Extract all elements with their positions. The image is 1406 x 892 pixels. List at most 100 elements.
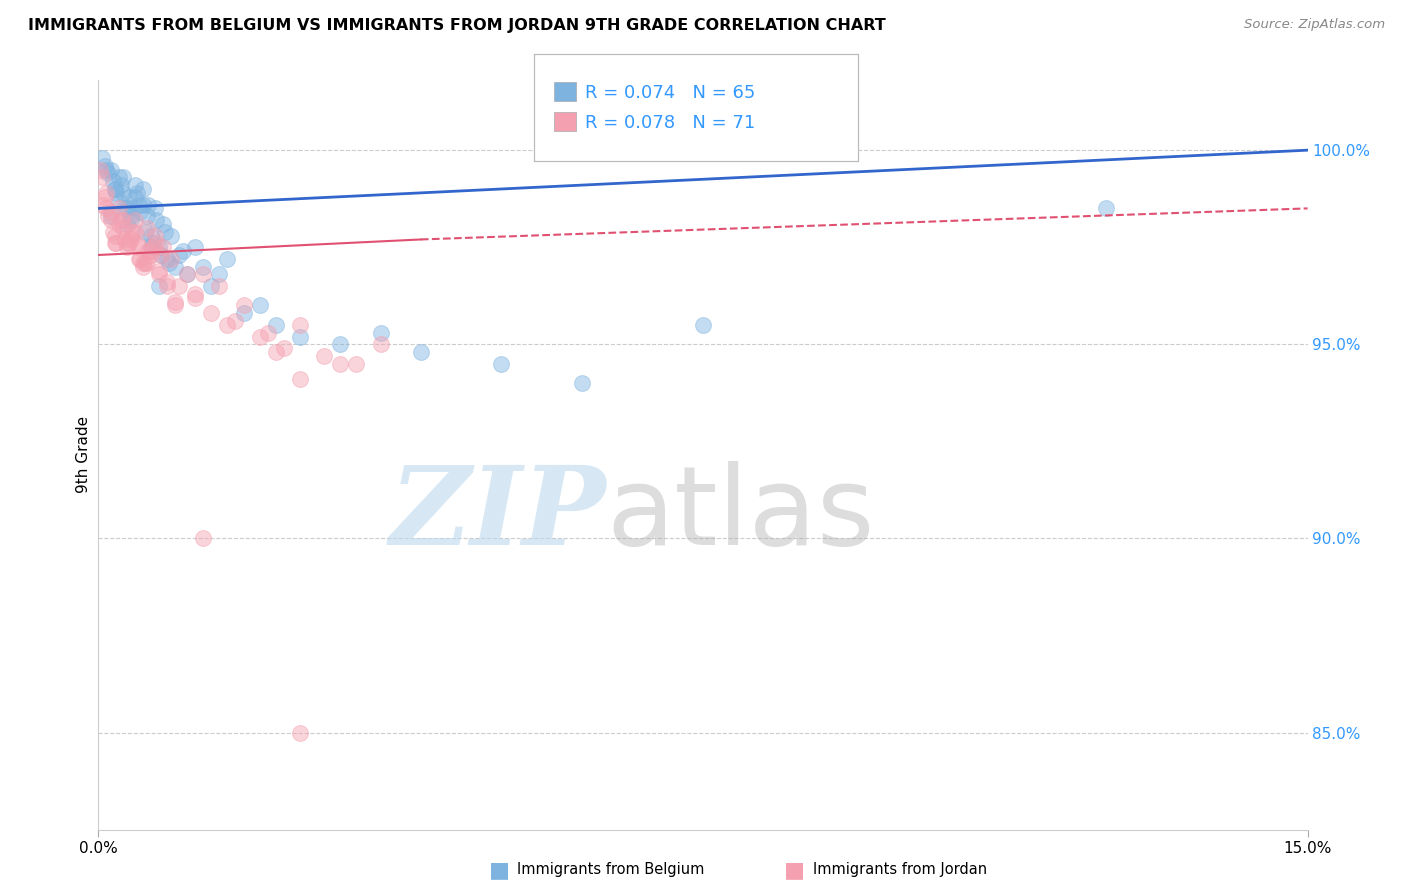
Point <box>156 279 179 293</box>
Point <box>121 225 143 239</box>
Point <box>115 240 138 254</box>
Point <box>143 202 166 216</box>
Point <box>115 217 138 231</box>
Point <box>156 252 179 266</box>
Point <box>100 205 122 219</box>
Point <box>94 159 117 173</box>
Point <box>139 240 162 254</box>
Point <box>124 178 146 193</box>
Point <box>288 372 311 386</box>
Point <box>217 252 239 266</box>
Point <box>200 306 222 320</box>
Point <box>111 186 134 200</box>
Point <box>96 202 118 216</box>
Point <box>208 268 231 282</box>
Point <box>142 240 165 254</box>
Point <box>208 279 231 293</box>
Point <box>134 225 156 239</box>
Point <box>100 162 122 177</box>
Point <box>249 298 271 312</box>
Point <box>89 162 111 177</box>
Point <box>163 260 186 274</box>
Text: Immigrants from Jordan: Immigrants from Jordan <box>813 863 987 877</box>
Point <box>100 209 122 223</box>
Point <box>127 186 149 200</box>
Point <box>150 248 173 262</box>
Point <box>111 170 134 185</box>
Point <box>172 244 194 259</box>
Point <box>107 170 129 185</box>
Text: ■: ■ <box>785 860 804 880</box>
Point <box>120 209 142 223</box>
Point <box>101 225 124 239</box>
Point <box>184 240 207 254</box>
Point <box>148 268 170 282</box>
Point <box>153 225 176 239</box>
Point <box>288 329 311 343</box>
Point <box>101 174 124 188</box>
Point <box>139 248 162 262</box>
Point <box>232 298 254 312</box>
Point <box>124 213 146 227</box>
Point <box>103 182 125 196</box>
Point <box>111 220 134 235</box>
Point <box>163 294 186 309</box>
Point <box>118 190 141 204</box>
Point <box>129 252 152 266</box>
Text: ZIP: ZIP <box>389 461 606 568</box>
Point <box>97 166 120 180</box>
Point <box>145 236 167 251</box>
Point <box>96 186 118 200</box>
Point <box>167 279 190 293</box>
Point <box>107 202 129 216</box>
Point <box>145 213 167 227</box>
Text: Source: ZipAtlas.com: Source: ZipAtlas.com <box>1244 18 1385 31</box>
Point <box>124 225 146 239</box>
Point <box>128 197 150 211</box>
Point <box>344 357 367 371</box>
Legend: R = 0.074   N = 65, R = 0.078   N = 71: R = 0.074 N = 65, R = 0.078 N = 71 <box>543 71 766 143</box>
Point <box>103 182 125 196</box>
Point <box>112 232 135 246</box>
Point <box>163 298 186 312</box>
Point <box>224 314 246 328</box>
Point <box>124 190 146 204</box>
Point <box>143 228 166 243</box>
Point <box>105 236 128 251</box>
Point <box>329 337 352 351</box>
Point <box>148 263 170 277</box>
Point <box>152 217 174 231</box>
Point <box>138 197 160 211</box>
Point <box>256 326 278 340</box>
Point <box>370 326 392 340</box>
Point <box>90 170 112 185</box>
Point <box>103 236 125 251</box>
Point <box>264 318 287 332</box>
Point <box>150 248 173 262</box>
Point <box>176 268 198 282</box>
Point <box>370 337 392 351</box>
Point <box>217 318 239 332</box>
Point <box>273 341 295 355</box>
Point <box>121 202 143 216</box>
Point <box>127 236 149 251</box>
Point <box>120 213 142 227</box>
Point <box>100 213 122 227</box>
Point <box>91 151 114 165</box>
Point <box>107 217 129 231</box>
Point <box>692 318 714 332</box>
Point <box>118 236 141 251</box>
Point <box>135 220 157 235</box>
Text: Immigrants from Belgium: Immigrants from Belgium <box>517 863 704 877</box>
Point <box>152 240 174 254</box>
Point <box>232 306 254 320</box>
Text: ■: ■ <box>489 860 509 880</box>
Point <box>160 252 183 266</box>
Point <box>97 209 120 223</box>
Point <box>193 260 215 274</box>
Point <box>249 329 271 343</box>
Point <box>112 202 135 216</box>
Point <box>111 213 134 227</box>
Point <box>132 197 155 211</box>
Point <box>129 205 152 219</box>
